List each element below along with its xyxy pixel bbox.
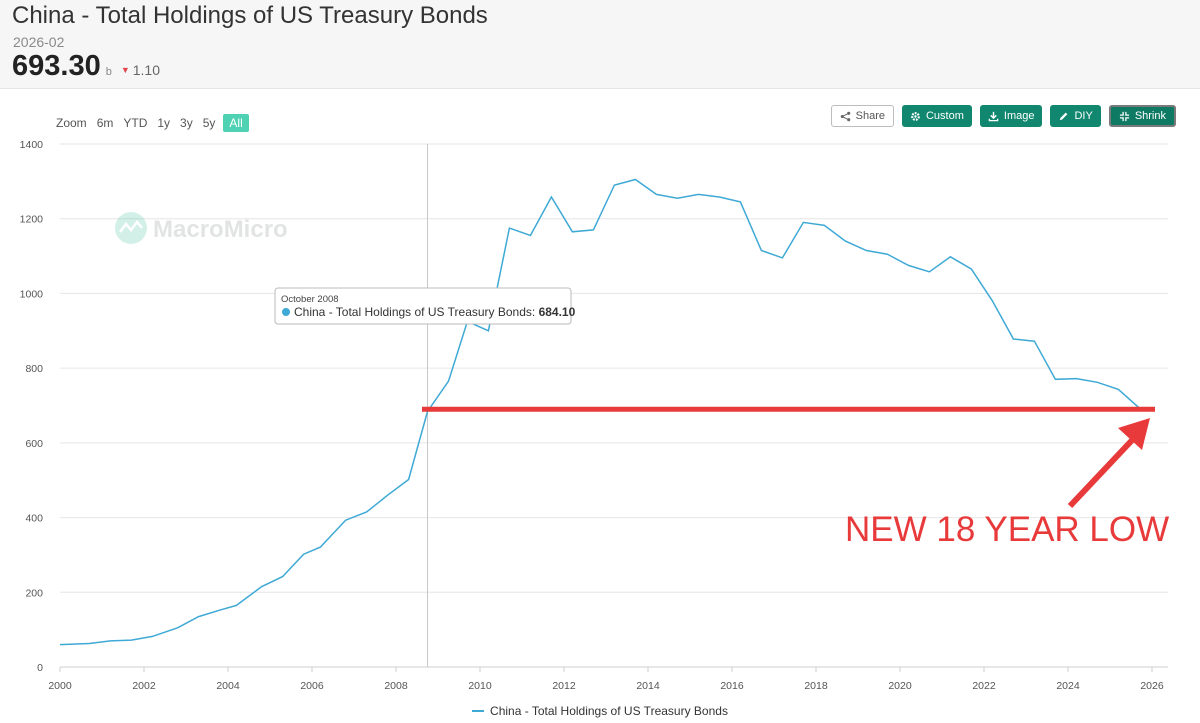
tooltip-series: China - Total Holdings of US Treasury Bo… [294, 305, 535, 319]
watermark-logo-mark [119, 219, 143, 233]
zoom-bar: Zoom 6m YTD 1y 3y 5y All [56, 114, 259, 132]
image-button-label: Image [1003, 110, 1035, 122]
arrow-head [1118, 418, 1150, 450]
x-tick-label: 2024 [1056, 680, 1080, 692]
tooltip-box [274, 287, 572, 325]
custom-button[interactable]: Custom [901, 105, 972, 127]
y-tick-label: 200 [25, 587, 43, 599]
diy-button-label: DIY [1074, 110, 1093, 122]
legend[interactable]: China - Total Holdings of US Treasury Bo… [0, 704, 1200, 718]
page-title: China - Total Holdings of US Treasury Bo… [12, 2, 488, 29]
y-tick-label: 0 [37, 662, 43, 674]
zoom-6m-button[interactable]: 6m [96, 116, 114, 130]
y-tick-label: 600 [25, 438, 43, 450]
shrink-icon [1119, 111, 1129, 121]
zoom-3y-button[interactable]: 3y [180, 116, 193, 130]
share-button-label: Share [855, 110, 885, 122]
gear-icon [911, 111, 920, 121]
tooltip: October 2008 China - Total Holdings of U… [274, 287, 576, 325]
share-icon [840, 111, 850, 121]
y-axis-ticks: 0 200 400 600 800 1000 1200 1400 [20, 139, 44, 674]
x-tick-label: 2002 [132, 680, 156, 692]
zoom-all-button[interactable]: All [223, 114, 249, 132]
x-tick-label: 2012 [552, 680, 576, 692]
zoom-1y-button[interactable]: 1y [157, 116, 171, 130]
shrink-button-label: Shrink [1134, 110, 1166, 122]
watermark-text: MacroMicro [153, 216, 288, 243]
header: China - Total Holdings of US Treasury Bo… [0, 0, 1200, 89]
x-tick-label: 2010 [468, 680, 492, 692]
x-tick-label: 2000 [48, 680, 72, 692]
arrow-shaft [1067, 433, 1139, 509]
x-tick-label: 2008 [384, 680, 408, 692]
tooltip-date: October 2008 [281, 294, 339, 305]
toolbar: Share Custom Image DIY Shrink [830, 105, 1176, 127]
zoom-ytd-button[interactable]: YTD [123, 116, 148, 130]
x-tick-label: 2022 [972, 680, 996, 692]
diy-button[interactable]: DIY [1050, 105, 1101, 127]
annotation-text: NEW 18 YEAR LOW [845, 510, 1169, 549]
y-tick-label: 1400 [20, 139, 44, 151]
value-unit: b [105, 66, 112, 78]
x-axis-ticks: 2000 2002 2004 2006 2008 2010 2012 2014 2016 2018… [48, 667, 1164, 692]
x-tick-label: 2018 [804, 680, 828, 692]
tooltip-line: China - Total Holdings of US Treasury Bo… [294, 305, 576, 319]
download-icon [988, 111, 999, 121]
watermark: MacroMicro [115, 212, 288, 244]
annotation-arrow [1067, 418, 1150, 509]
zoom-5y-button[interactable]: 5y [202, 116, 216, 130]
legend-label: China - Total Holdings of US Treasury Bo… [490, 704, 728, 718]
latest-value-row: 693.30 b ▼ 1.10 [12, 50, 160, 83]
x-tick-label: 2006 [300, 680, 324, 692]
zoom-label: Zoom [56, 116, 87, 130]
share-button[interactable]: Share [830, 105, 894, 127]
tooltip-series-dot [282, 308, 290, 316]
latest-value: 693.30 [12, 50, 101, 82]
x-tick-label: 2014 [636, 680, 660, 692]
x-tick-label: 2016 [720, 680, 744, 692]
y-tick-label: 1000 [20, 288, 44, 300]
pencil-icon [1060, 112, 1068, 120]
y-tick-label: 400 [25, 513, 43, 525]
image-button[interactable]: Image [979, 105, 1043, 127]
chart-grid [60, 143, 1168, 668]
shrink-button[interactable]: Shrink [1108, 105, 1176, 127]
series-line[interactable] [59, 178, 1152, 646]
x-tick-label: 2026 [1140, 680, 1164, 692]
y-tick-label: 800 [25, 363, 43, 375]
x-tick-label: 2004 [216, 680, 240, 692]
down-arrow-icon: ▼ [120, 65, 130, 75]
watermark-logo [115, 212, 147, 244]
period-label: 2026-02 [13, 34, 65, 50]
x-tick-label: 2020 [888, 680, 912, 692]
value-change: 1.10 [132, 62, 160, 78]
y-tick-label: 1200 [20, 214, 44, 226]
custom-button-label: Custom [925, 110, 964, 122]
tooltip-value: 684.10 [539, 305, 576, 319]
legend-line-swatch [472, 710, 485, 712]
